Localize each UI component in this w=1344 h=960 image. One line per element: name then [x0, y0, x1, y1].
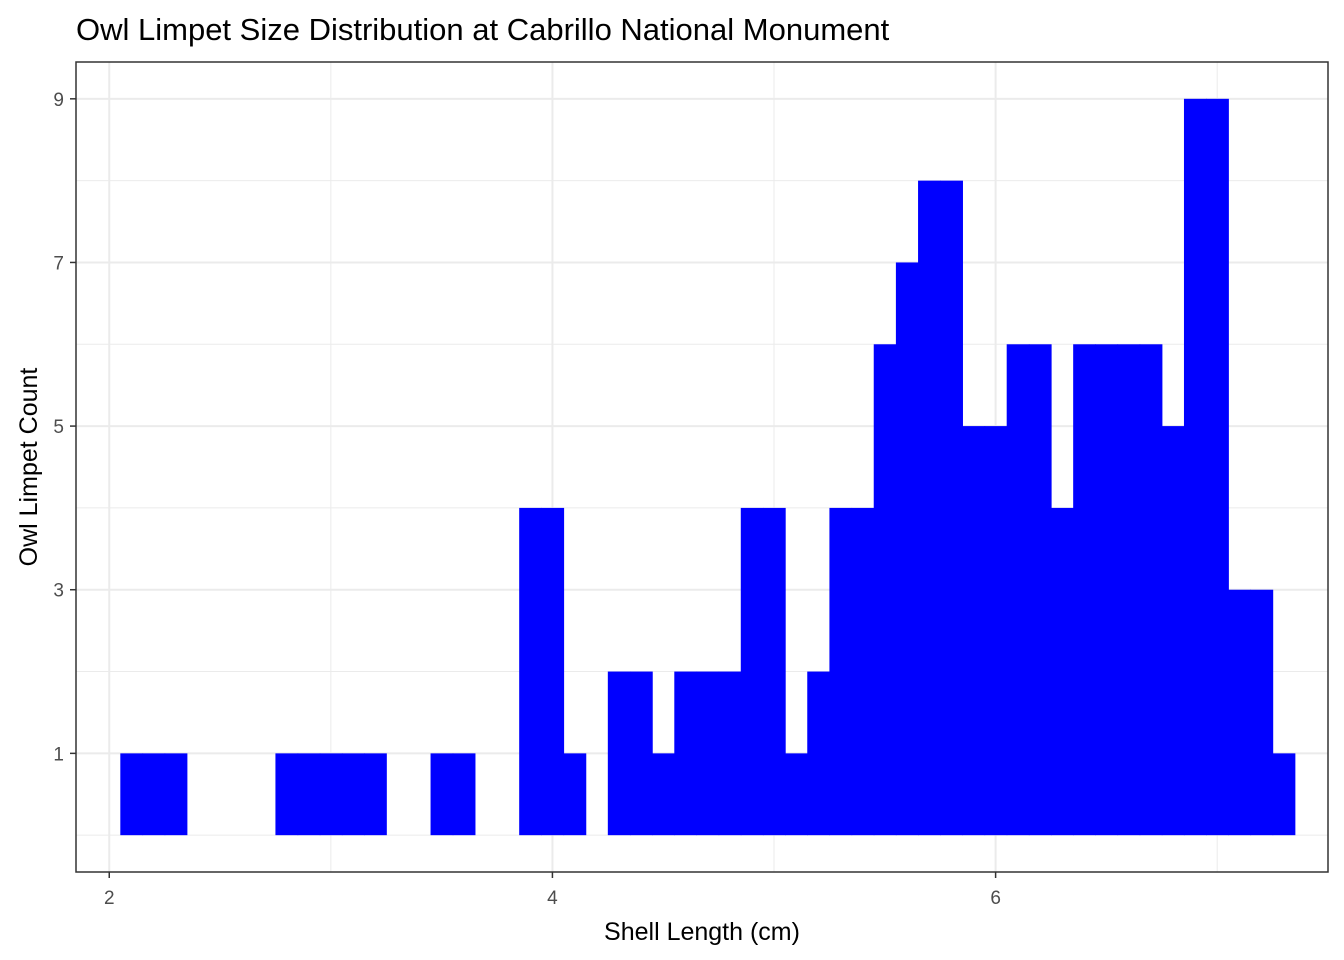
histogram-bar [563, 753, 587, 836]
histogram-bar [984, 426, 1008, 836]
histogram-bar [297, 753, 321, 836]
y-axis-title: Owl Limpet Count [15, 368, 43, 567]
histogram-bar [275, 753, 299, 836]
x-axis: 2 4 6 [104, 872, 1001, 909]
histogram-bar [142, 753, 166, 836]
y-tick-label: 3 [53, 581, 64, 602]
y-tick-label: 7 [53, 253, 64, 274]
histogram-bar [918, 180, 941, 836]
y-axis: 1 3 5 7 9 [53, 90, 76, 765]
histogram-bars [120, 98, 1296, 836]
histogram-bar [718, 671, 742, 836]
histogram-bar [607, 671, 631, 836]
histogram-bar [1006, 344, 1030, 836]
histogram-bar [895, 262, 919, 836]
histogram-bar [452, 753, 476, 836]
histogram-bar [652, 753, 675, 836]
x-axis-title: Shell Length (cm) [604, 918, 800, 946]
y-tick-label: 5 [53, 417, 64, 438]
histogram-bar [1206, 98, 1229, 836]
histogram-bar [1073, 344, 1096, 836]
histogram-bar [674, 671, 698, 836]
histogram-bar [940, 180, 963, 836]
x-tick-label: 4 [547, 888, 558, 909]
histogram-bar [541, 507, 565, 836]
histogram-bar [851, 507, 875, 836]
histogram-bar [519, 507, 542, 836]
histogram-bar [1250, 589, 1274, 836]
histogram-bar [120, 753, 144, 836]
histogram-bar [1183, 98, 1207, 836]
y-tick-label: 1 [53, 744, 64, 765]
histogram-bar [1028, 344, 1052, 836]
histogram-bar [364, 753, 387, 836]
x-tick-label: 2 [104, 888, 115, 909]
histogram-bar [785, 753, 808, 836]
histogram-bar [696, 671, 720, 836]
histogram-bar [807, 671, 831, 836]
histogram-bar [1117, 344, 1141, 836]
histogram-bar [873, 344, 897, 836]
histogram-bar [1139, 344, 1163, 836]
histogram-bar [740, 507, 764, 836]
histogram-bar [962, 426, 986, 836]
plot-border [75, 61, 1329, 873]
y-tick-label: 9 [53, 90, 64, 111]
histogram-bar [319, 753, 343, 836]
histogram-bar [1095, 344, 1119, 836]
histogram-bar [1272, 753, 1296, 836]
histogram-bar [762, 507, 786, 836]
histogram-bar [629, 671, 653, 836]
histogram-bar [1228, 589, 1252, 836]
histogram-bar [164, 753, 188, 836]
histogram-bar [341, 753, 365, 836]
histogram-bar [1161, 426, 1185, 836]
histogram-bar [829, 507, 853, 836]
histogram-bar [430, 753, 454, 836]
chart-title: Owl Limpet Size Distribution at Cabrillo… [76, 12, 890, 47]
histogram-bar [1051, 507, 1074, 836]
x-tick-label: 6 [990, 888, 1001, 909]
